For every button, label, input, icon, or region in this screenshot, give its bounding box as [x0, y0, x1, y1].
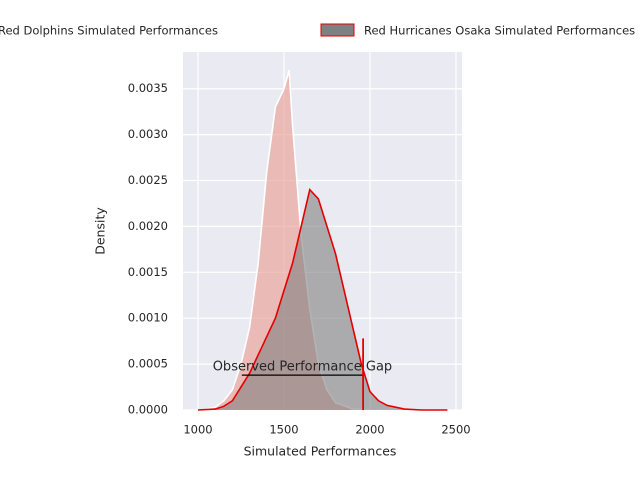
y-axis-label: Density — [93, 207, 108, 255]
x-axis-label: Simulated Performances — [244, 444, 397, 459]
y-tick-label: 0.0015 — [128, 265, 168, 279]
y-tick-label: 0.0035 — [128, 81, 168, 95]
legend-swatch — [320, 23, 355, 37]
y-tick-label: 0.0025 — [128, 173, 168, 187]
y-tick-label: 0.0005 — [128, 357, 168, 371]
y-tick-label: 0.0020 — [128, 219, 168, 233]
density-area — [197, 189, 448, 410]
x-tick-label: 1500 — [269, 423, 298, 437]
density-area — [206, 70, 370, 410]
legend-label: Red Dolphins Simulated Performances — [0, 24, 218, 38]
x-tick-label: 1000 — [183, 423, 212, 437]
y-tick-label: 0.0000 — [128, 403, 168, 417]
y-tick-label: 0.0030 — [128, 127, 168, 141]
density-line — [197, 188, 448, 411]
annotation-text: Observed Performance Gap — [213, 360, 392, 375]
y-tick-label: 0.0010 — [128, 311, 168, 325]
x-tick-label: 2500 — [441, 423, 470, 437]
x-tick-label: 2000 — [355, 423, 384, 437]
legend-label: Red Hurricanes Osaka Simulated Performan… — [364, 24, 635, 38]
